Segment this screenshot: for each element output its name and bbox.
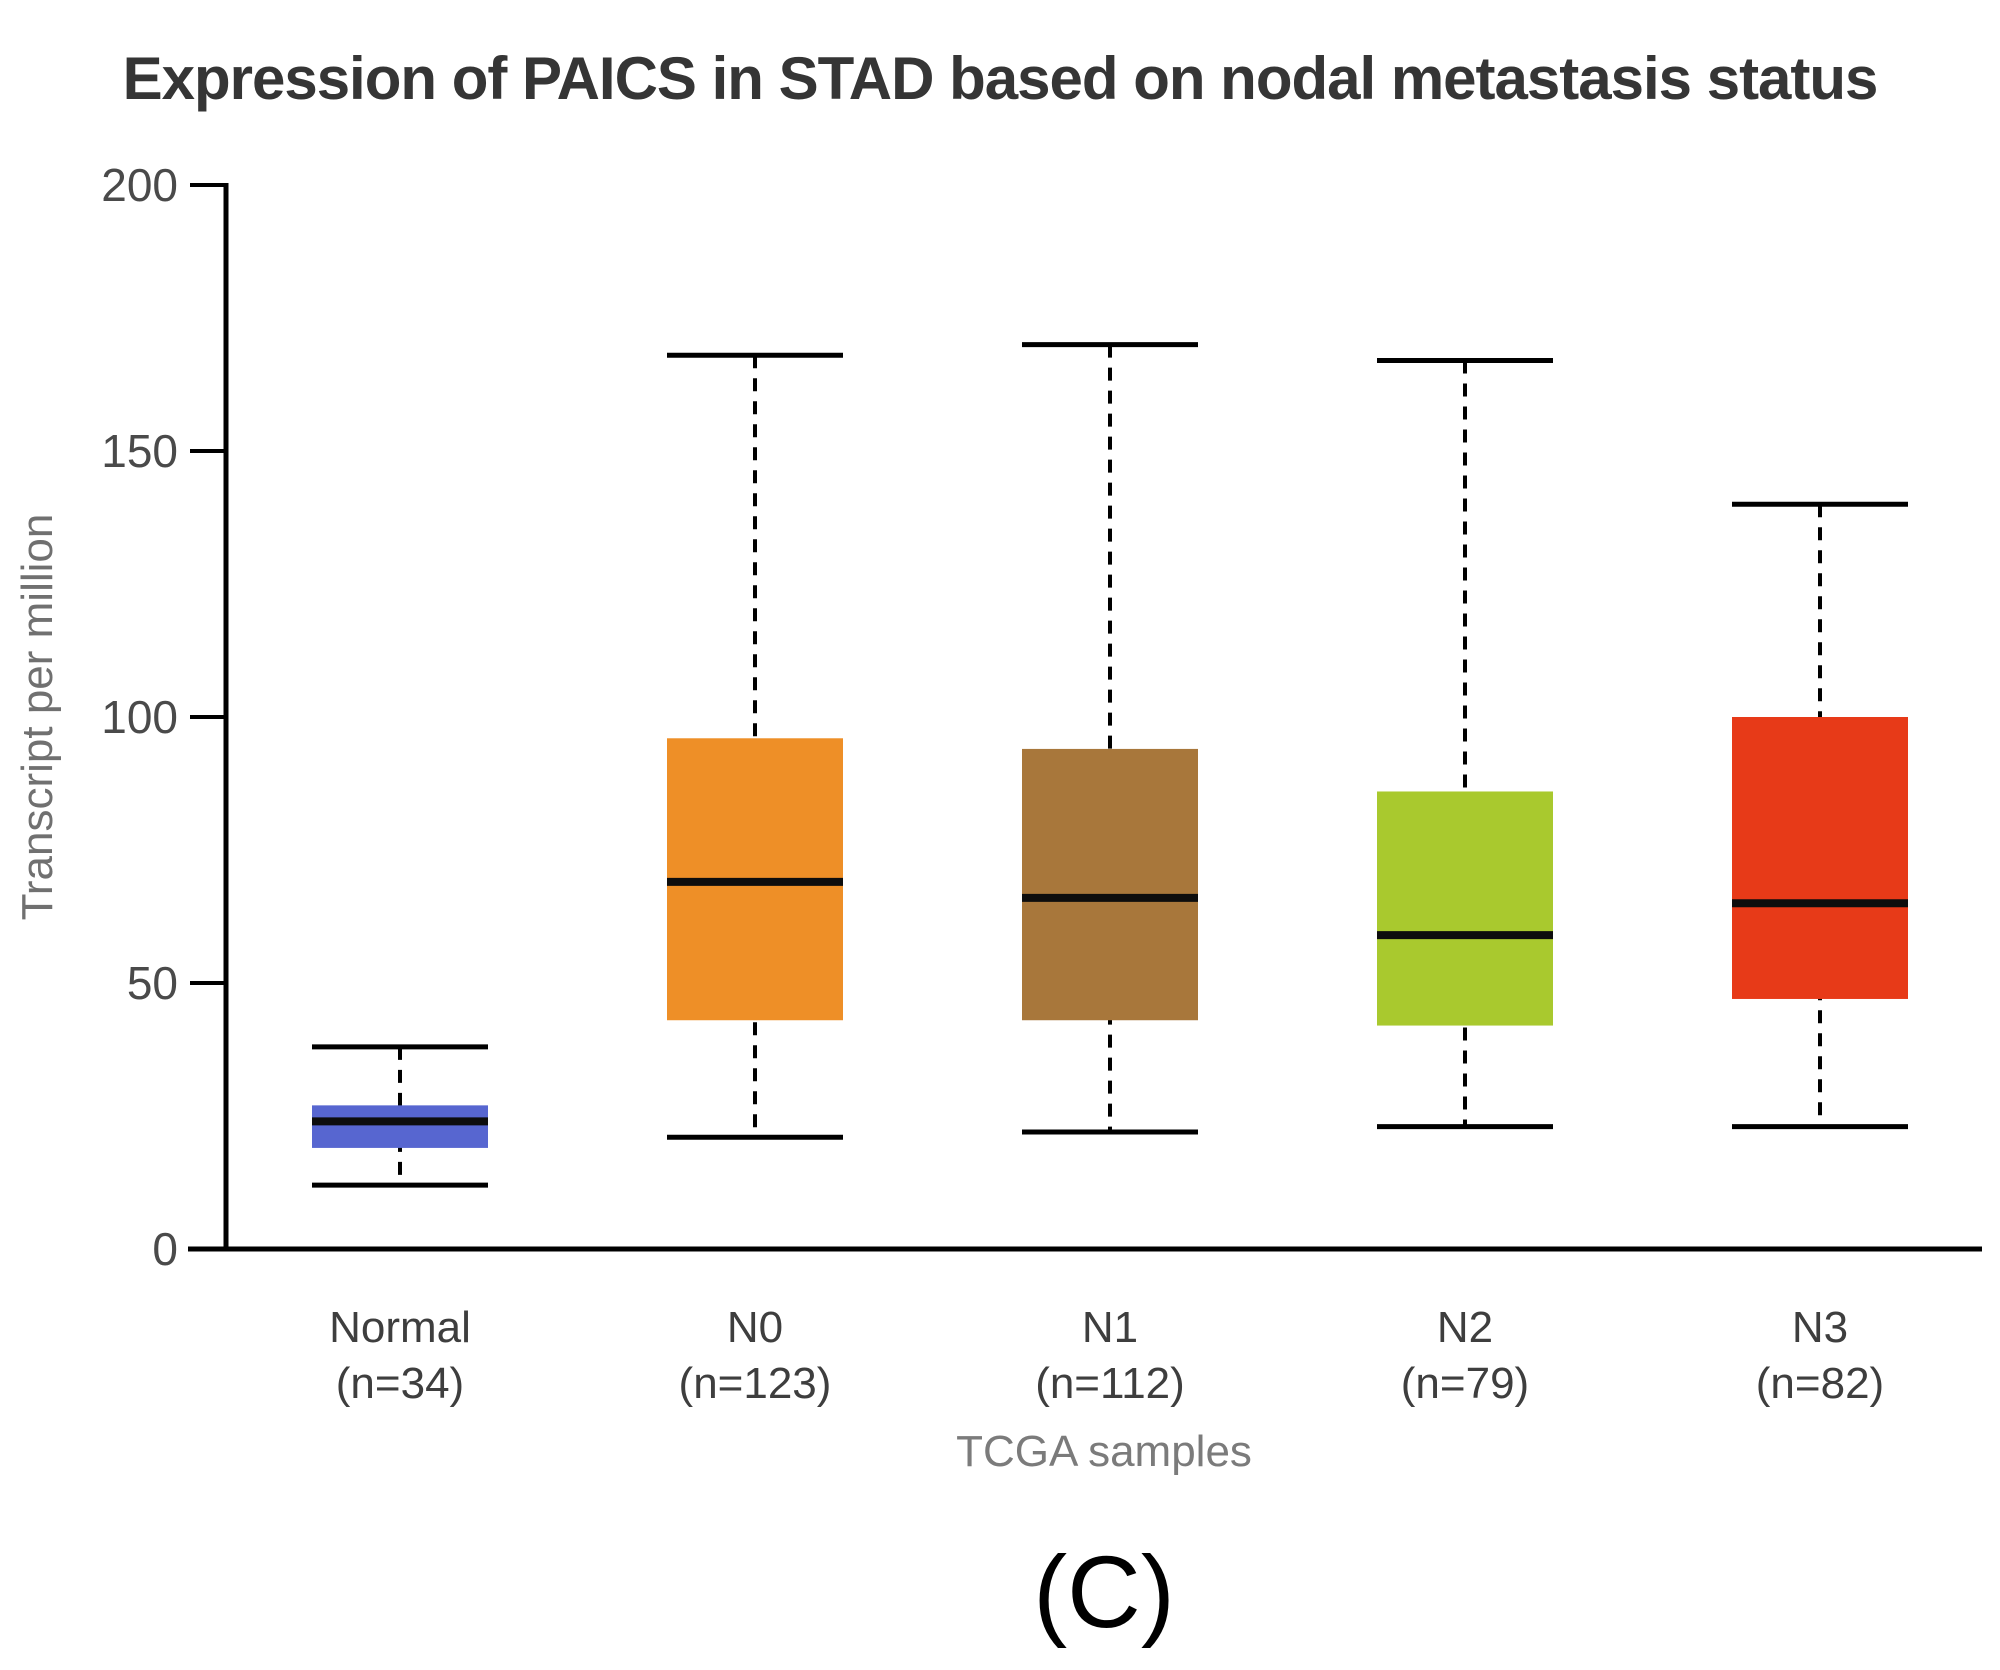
y-tick-label-50: 50 (127, 957, 178, 1009)
box-Normal (312, 1105, 488, 1148)
x-axis-title: TCGA samples (956, 1427, 1252, 1476)
box-N1 (1022, 748, 1198, 1021)
y-axis-title: Transcript per million (13, 514, 62, 921)
x-category-label-Normal: Normal (329, 1303, 471, 1352)
chart-title: Expression of PAICS in STAD based on nod… (122, 45, 1879, 112)
x-category-count-N1: (n=112) (1035, 1359, 1185, 1408)
y-tick-label-200: 200 (101, 159, 178, 211)
x-category-count-N2: (n=79) (1401, 1359, 1529, 1408)
x-category-count-Normal: (n=34) (336, 1359, 464, 1408)
y-tick-label-150: 150 (101, 425, 178, 477)
figure-panel-caption: (C) (1033, 1535, 1175, 1649)
y-tick-label-0: 0 (152, 1223, 178, 1275)
x-category-label-N1: N1 (1082, 1303, 1138, 1352)
x-category-count-N3: (n=82) (1756, 1359, 1884, 1408)
x-category-label-N0: N0 (727, 1303, 783, 1352)
x-category-count-N0: (n=123) (679, 1359, 832, 1408)
x-category-label-N3: N3 (1792, 1303, 1848, 1352)
x-category-label-N2: N2 (1437, 1303, 1493, 1352)
y-tick-label-100: 100 (101, 691, 178, 743)
box-N3 (1732, 717, 1908, 999)
box-N2 (1377, 791, 1553, 1026)
